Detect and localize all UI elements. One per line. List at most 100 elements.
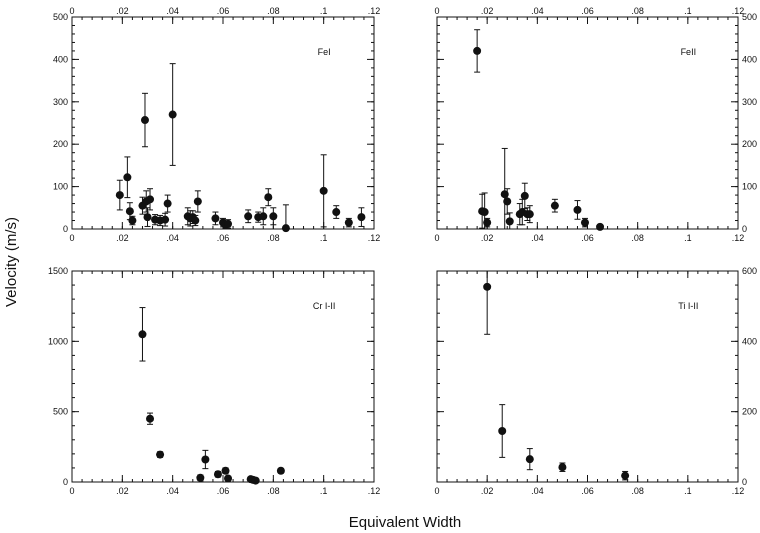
data-point	[211, 214, 220, 223]
x-tick-label: .02	[116, 6, 129, 16]
data-point	[146, 195, 155, 204]
x-tick-label: .08	[631, 486, 644, 496]
x-tick-label: .1	[320, 233, 328, 243]
data-point	[332, 208, 341, 217]
data-point	[213, 470, 222, 479]
x-tick-label: 0	[69, 486, 74, 496]
y-tick-label: 0	[63, 224, 68, 234]
x-tick-label: .04	[166, 6, 179, 16]
y-tick-label: 400	[742, 54, 757, 64]
x-axis-label: Equivalent Width	[349, 514, 462, 531]
y-tick-label: 200	[742, 139, 757, 149]
x-tick-label: .08	[267, 233, 280, 243]
x-tick-label: .04	[531, 486, 544, 496]
y-tick-label: 0	[742, 224, 747, 234]
panel-1: 00.02.02.04.04.06.06.08.08.1.1.12.120100…	[53, 6, 380, 243]
y-tick-label: 200	[53, 139, 68, 149]
data-point	[196, 473, 205, 482]
data-point	[128, 216, 137, 225]
panel-title: FeI	[318, 47, 331, 57]
y-tick-label: 1000	[48, 336, 68, 346]
x-tick-label: 0	[69, 233, 74, 243]
y-tick-label: 1500	[48, 266, 68, 276]
data-point	[319, 186, 328, 195]
y-tick-label: 500	[53, 12, 68, 22]
x-tick-label: .12	[732, 486, 745, 496]
y-tick-label: 100	[53, 182, 68, 192]
data-point	[525, 210, 534, 219]
x-tick-label: .02	[116, 233, 129, 243]
x-tick-label: .1	[684, 233, 692, 243]
x-tick-label: .04	[531, 233, 544, 243]
y-tick-label: 200	[742, 407, 757, 417]
x-tick-label: 0	[434, 6, 439, 16]
x-tick-label: .06	[581, 6, 594, 16]
x-tick-label: .02	[481, 486, 494, 496]
data-point	[143, 213, 152, 222]
data-point	[168, 110, 177, 119]
panel-title: Cr I-II	[313, 301, 336, 311]
data-point	[480, 208, 489, 217]
data-point	[483, 218, 492, 227]
data-point	[224, 474, 233, 483]
data-point	[276, 466, 285, 475]
data-point	[573, 205, 582, 214]
x-tick-label: .06	[581, 233, 594, 243]
panel-3: 0 .02 .04 .06 .08 .1 .12 0 500 1000 1500 Cr I-II	[48, 266, 380, 496]
x-tick-label: .12	[732, 233, 745, 243]
y-tick-label: 400	[53, 54, 68, 64]
x-tick-label: 0	[434, 233, 439, 243]
x-tick-label: .02	[481, 233, 494, 243]
y-tick-label: 100	[742, 182, 757, 192]
x-tick-label: 0	[434, 486, 439, 496]
data-point	[520, 191, 529, 200]
x-tick-label: .04	[166, 486, 179, 496]
y-tick-label: 0	[63, 477, 68, 487]
data-point	[500, 190, 509, 199]
x-tick-label: .04	[531, 6, 544, 16]
data-point	[483, 282, 492, 291]
data-point	[473, 46, 482, 55]
x-tick-label: .12	[368, 233, 381, 243]
data-point	[201, 455, 210, 464]
data-point	[344, 218, 353, 227]
data-point	[125, 207, 134, 216]
x-tick-label: .12	[732, 6, 745, 16]
x-tick-label: .08	[631, 6, 644, 16]
data-point	[251, 476, 260, 485]
x-tick-label: .1	[320, 6, 328, 16]
panel-title: Ti I-II	[678, 301, 698, 311]
y-axis-label: Velocity (m/s)	[3, 217, 20, 307]
x-tick-label: .1	[320, 486, 328, 496]
data-point	[259, 212, 268, 221]
data-point	[357, 213, 366, 222]
y-tick-label: 500	[742, 12, 757, 22]
panel-title: FeII	[681, 47, 697, 57]
x-tick-label: .08	[267, 6, 280, 16]
data-point	[498, 427, 507, 436]
x-tick-label: .06	[217, 486, 230, 496]
x-tick-label: .1	[684, 6, 692, 16]
data-point	[503, 197, 512, 206]
data-point	[193, 197, 202, 206]
data-point	[264, 193, 273, 202]
y-tick-label: 600	[742, 266, 757, 276]
data-point	[281, 224, 290, 233]
panel-2: 00.02.02.04.04.06.06.08.08.1.1.12.120100…	[434, 6, 757, 243]
data-point	[525, 455, 534, 464]
data-point	[505, 217, 514, 226]
data-point	[596, 222, 605, 231]
y-tick-label: 300	[53, 97, 68, 107]
data-point	[191, 216, 200, 225]
data-point	[558, 463, 567, 472]
x-tick-label: .02	[116, 486, 129, 496]
data-point	[123, 173, 132, 182]
data-point	[269, 212, 278, 221]
x-tick-label: .06	[581, 486, 594, 496]
x-tick-label: 0	[69, 6, 74, 16]
data-point	[244, 212, 253, 221]
y-tick-label: 400	[742, 336, 757, 346]
y-tick-label: 300	[742, 97, 757, 107]
